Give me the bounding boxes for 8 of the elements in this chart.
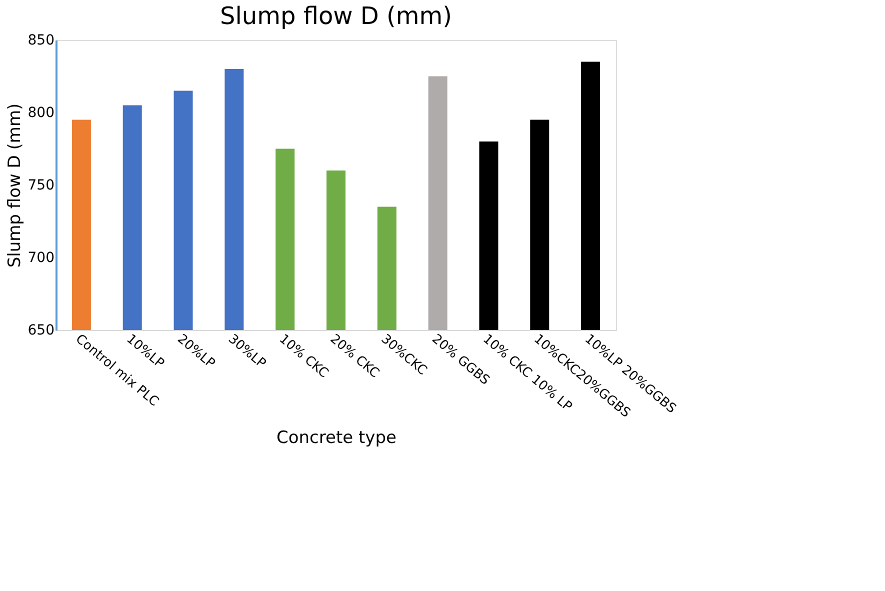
y-tick-label: 750 bbox=[28, 178, 54, 194]
y-tick-label: 850 bbox=[28, 32, 54, 48]
chart-title: Slump flow D (mm) bbox=[220, 2, 452, 30]
y-tick-label: 700 bbox=[28, 250, 54, 266]
y-tick-label: 650 bbox=[28, 322, 54, 338]
x-axis-title: Concrete type bbox=[276, 428, 396, 448]
y-axis-title: Slump flow D (mm) bbox=[4, 103, 25, 268]
y-tick-label: 800 bbox=[28, 105, 54, 121]
